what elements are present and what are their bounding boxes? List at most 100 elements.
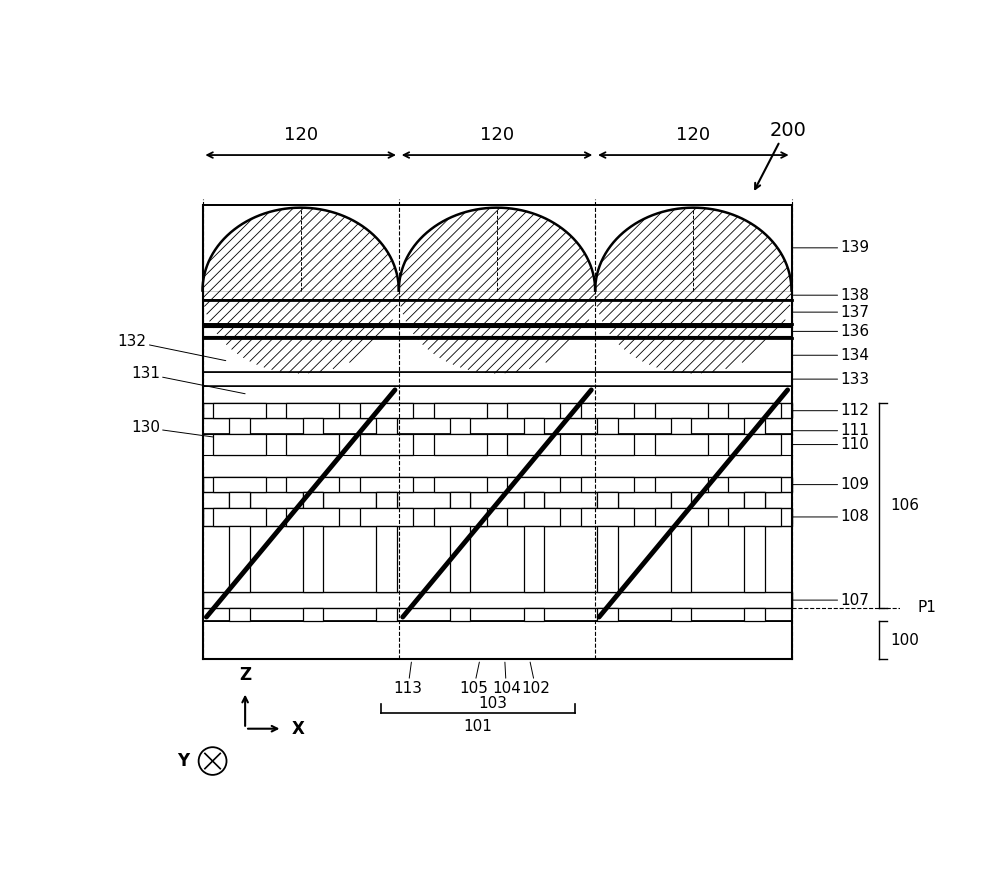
Bar: [202, 326, 792, 336]
Text: 113: 113: [393, 662, 422, 696]
Bar: [581, 434, 634, 455]
Bar: [524, 608, 544, 621]
Bar: [202, 386, 792, 621]
Polygon shape: [399, 207, 595, 290]
Text: 200: 200: [769, 121, 806, 140]
Text: 101: 101: [463, 719, 492, 734]
Bar: [360, 477, 413, 493]
Bar: [581, 477, 634, 493]
Bar: [744, 418, 765, 434]
Bar: [507, 403, 560, 418]
Bar: [229, 418, 250, 434]
Bar: [360, 434, 413, 455]
Text: 134: 134: [792, 347, 869, 363]
Bar: [202, 300, 792, 325]
Bar: [524, 526, 544, 592]
Text: 133: 133: [792, 372, 869, 387]
Bar: [202, 507, 792, 526]
Bar: [581, 403, 634, 418]
Bar: [524, 493, 544, 507]
Text: 109: 109: [792, 477, 869, 492]
Bar: [202, 592, 792, 608]
Bar: [728, 507, 781, 526]
Bar: [744, 608, 765, 621]
Text: 139: 139: [792, 241, 869, 256]
Bar: [581, 507, 634, 526]
Text: 104: 104: [492, 662, 521, 696]
Bar: [202, 290, 792, 300]
Bar: [434, 477, 487, 493]
Bar: [376, 526, 397, 592]
Text: X: X: [292, 720, 304, 738]
Bar: [450, 493, 470, 507]
Bar: [213, 403, 266, 418]
Bar: [202, 325, 792, 339]
Bar: [507, 434, 560, 455]
Text: 138: 138: [792, 288, 869, 303]
Bar: [728, 434, 781, 455]
Text: 102: 102: [521, 662, 550, 696]
Bar: [597, 493, 618, 509]
Text: 120: 120: [676, 126, 710, 144]
Text: 137: 137: [792, 304, 869, 319]
Polygon shape: [202, 207, 399, 290]
Bar: [202, 403, 792, 418]
Bar: [434, 507, 487, 526]
Bar: [524, 418, 544, 434]
Bar: [286, 403, 339, 418]
Bar: [597, 526, 618, 592]
Text: Z: Z: [239, 666, 251, 684]
Bar: [213, 507, 266, 526]
Bar: [229, 493, 250, 509]
Text: 130: 130: [131, 420, 218, 438]
Bar: [450, 418, 470, 434]
Bar: [286, 507, 339, 526]
Bar: [303, 493, 323, 507]
Bar: [202, 621, 792, 660]
Text: 110: 110: [792, 438, 869, 452]
Text: P1: P1: [917, 600, 936, 615]
Text: 112: 112: [792, 403, 869, 418]
Text: 120: 120: [480, 126, 514, 144]
Bar: [202, 372, 792, 386]
Text: 108: 108: [792, 509, 869, 524]
Bar: [507, 477, 560, 493]
Bar: [671, 493, 691, 509]
Bar: [202, 205, 792, 290]
Bar: [303, 418, 323, 434]
Text: 132: 132: [118, 334, 226, 360]
Text: 111: 111: [792, 424, 869, 438]
Bar: [728, 477, 781, 493]
Bar: [450, 526, 470, 592]
Bar: [671, 418, 691, 434]
Bar: [597, 418, 618, 434]
Bar: [213, 477, 266, 493]
Bar: [450, 608, 470, 621]
Bar: [229, 608, 250, 621]
Bar: [229, 526, 250, 592]
Bar: [286, 434, 339, 455]
Bar: [507, 507, 560, 526]
Bar: [360, 403, 413, 418]
Bar: [376, 418, 397, 434]
Bar: [303, 526, 323, 592]
Bar: [671, 608, 691, 621]
Text: Y: Y: [177, 752, 189, 770]
Bar: [376, 493, 397, 507]
Bar: [728, 403, 781, 418]
Bar: [303, 608, 323, 621]
Bar: [360, 507, 413, 526]
Bar: [744, 493, 765, 507]
Bar: [202, 339, 792, 372]
Bar: [671, 493, 691, 507]
Bar: [202, 477, 792, 493]
Text: 107: 107: [792, 592, 869, 607]
Bar: [655, 507, 708, 526]
Text: 120: 120: [284, 126, 318, 144]
Bar: [655, 477, 708, 493]
Bar: [303, 493, 323, 509]
Bar: [524, 493, 544, 509]
Text: 106: 106: [891, 498, 920, 513]
Bar: [744, 526, 765, 592]
Bar: [597, 608, 618, 621]
